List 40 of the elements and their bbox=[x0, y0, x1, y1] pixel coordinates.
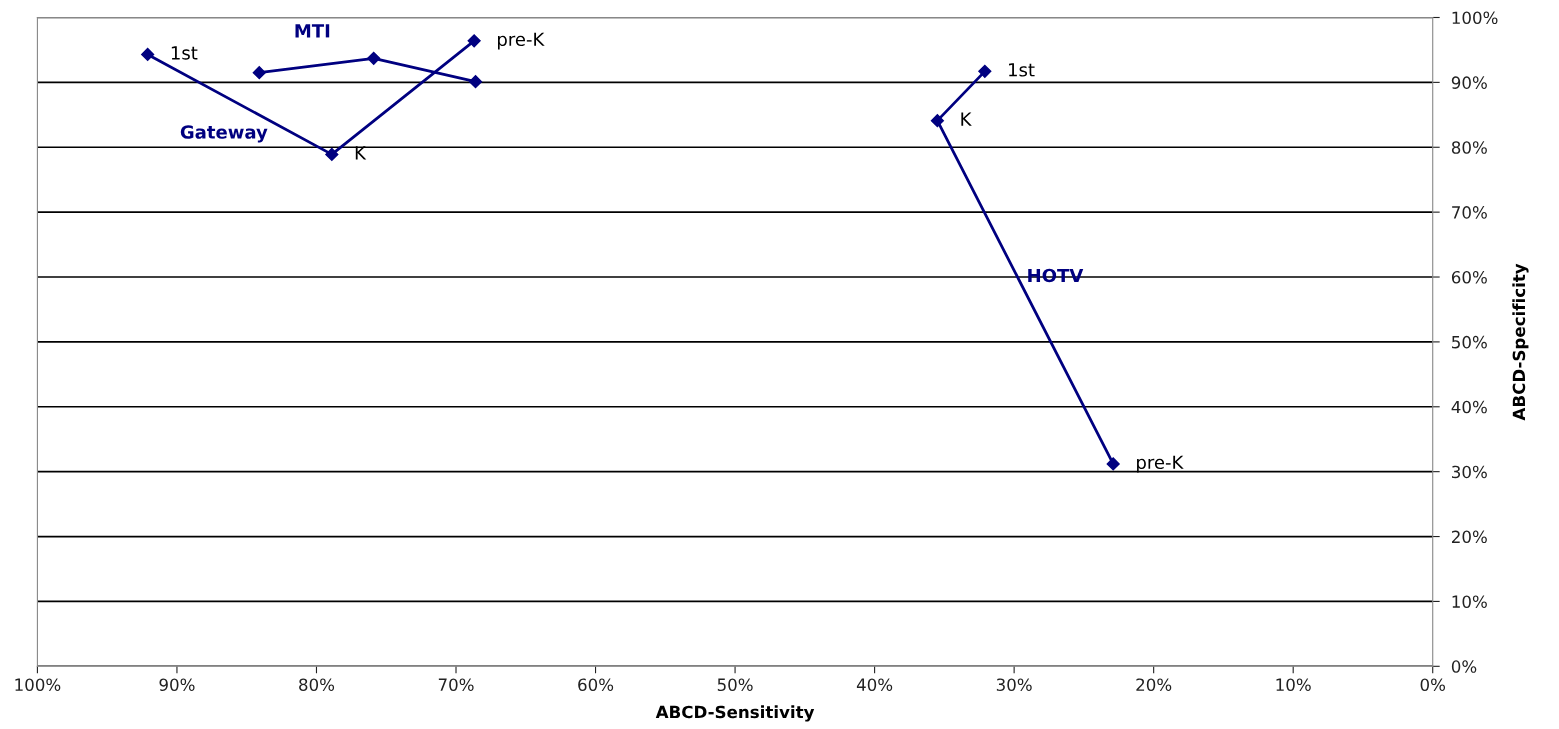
point bbox=[1106, 457, 1120, 471]
annotation: 1st bbox=[171, 46, 198, 60]
series-label: MTI bbox=[295, 24, 330, 38]
y-axis-title: ABCD-Specificity bbox=[1512, 263, 1529, 421]
y-tick-label: 10% bbox=[1452, 595, 1487, 608]
point bbox=[467, 34, 481, 48]
point bbox=[325, 147, 339, 161]
y-tick-label: 70% bbox=[1452, 206, 1487, 219]
x-tick-label: 30% bbox=[996, 678, 1032, 692]
point bbox=[930, 114, 944, 128]
annotation: K bbox=[961, 112, 972, 126]
y-tick-label: 40% bbox=[1451, 400, 1487, 414]
point bbox=[468, 75, 483, 89]
x-tick-label: 40% bbox=[856, 678, 893, 692]
y-tick-label: 100% bbox=[1452, 11, 1498, 25]
y-tick-label: 0% bbox=[1451, 660, 1477, 673]
y-tick-label: 30% bbox=[1452, 465, 1487, 479]
point bbox=[367, 51, 381, 65]
x-tick-label: 70% bbox=[438, 678, 474, 692]
series-label: Gateway bbox=[180, 125, 268, 143]
x-tick-label: 60% bbox=[578, 678, 614, 692]
x-tick-label: 90% bbox=[159, 678, 195, 692]
x-tick-label: 50% bbox=[717, 678, 753, 692]
point bbox=[141, 47, 155, 62]
annotation: 1st bbox=[1009, 63, 1035, 77]
y-tick-label: 80% bbox=[1451, 141, 1487, 154]
point bbox=[252, 66, 266, 80]
y-tick-label: 90% bbox=[1451, 76, 1487, 89]
y-tick-label: 50% bbox=[1452, 335, 1487, 349]
x-tick-label: 80% bbox=[299, 678, 335, 692]
point bbox=[978, 64, 992, 78]
x-tick-label: 100% bbox=[15, 678, 61, 692]
x-tick-label: 10% bbox=[1276, 678, 1311, 692]
annotation: pre-K bbox=[498, 32, 545, 50]
annotation: pre-K bbox=[1137, 455, 1184, 473]
x-axis-title: ABCD-Sensitivity bbox=[655, 705, 815, 722]
y-tick-label: 20% bbox=[1452, 530, 1487, 544]
x-tick-label: 20% bbox=[1136, 678, 1172, 692]
y-tick-label: 60% bbox=[1451, 270, 1487, 284]
x-tick-label: 0% bbox=[1420, 678, 1446, 692]
